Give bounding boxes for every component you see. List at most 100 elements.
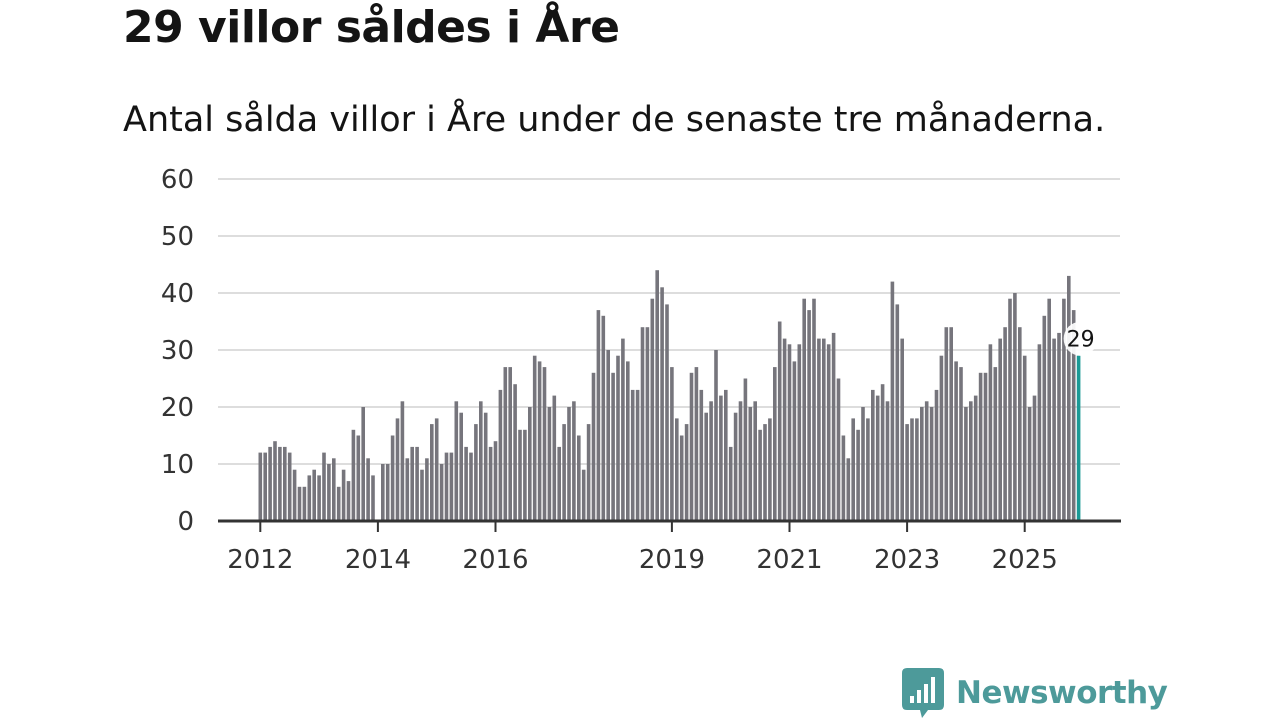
- bar: [694, 367, 699, 521]
- y-tick-label: 30: [161, 336, 194, 366]
- x-tick-label: 2012: [227, 545, 293, 575]
- bar: [910, 418, 914, 521]
- bar: [836, 378, 841, 521]
- bar: [969, 401, 973, 521]
- bar: [900, 338, 904, 521]
- chart-title: 29 villor såldes i Åre: [123, 2, 620, 53]
- bar: [586, 424, 591, 521]
- bar: [488, 446, 493, 521]
- bar: [356, 435, 361, 521]
- bar: [611, 372, 615, 521]
- bar: [856, 429, 860, 521]
- bar: [630, 389, 635, 521]
- bar: [302, 486, 307, 521]
- bar: [1047, 298, 1051, 521]
- bar: [797, 344, 802, 521]
- bar: [1032, 395, 1037, 521]
- bar: [562, 424, 566, 521]
- bar: [841, 435, 846, 521]
- y-tick-label: 40: [161, 279, 194, 309]
- bar: [944, 327, 949, 521]
- bar: [1008, 298, 1012, 521]
- bars: [258, 270, 1081, 521]
- bar: [415, 446, 419, 521]
- bar: [679, 435, 684, 521]
- bar: [572, 401, 576, 521]
- bar: [307, 475, 312, 521]
- x-tick-label: 2025: [992, 545, 1058, 575]
- bar: [513, 384, 517, 521]
- bar: [699, 389, 704, 521]
- x-tick-label: 2021: [756, 545, 822, 575]
- bar: [1062, 298, 1066, 521]
- bar: [542, 367, 547, 521]
- bar: [670, 367, 674, 521]
- bar: [895, 304, 900, 521]
- bar: [385, 464, 390, 521]
- bar: [675, 418, 679, 521]
- bar: [866, 418, 870, 521]
- chart-subtitle: Antal sålda villor i Åre under de senast…: [123, 100, 1106, 140]
- bar: [915, 418, 919, 521]
- bar: [332, 458, 336, 521]
- bar: [758, 429, 762, 521]
- newsworthy-logo[interactable]: Newsworthy: [902, 668, 1168, 718]
- bar: [929, 407, 934, 521]
- bar: [890, 281, 895, 521]
- bar: [263, 452, 267, 521]
- bar: [371, 475, 375, 521]
- bar: [616, 355, 620, 521]
- bar: [635, 389, 640, 521]
- bar: [807, 310, 811, 521]
- bar: [724, 389, 728, 521]
- bar: [581, 469, 586, 521]
- bar: [787, 344, 792, 521]
- bar: [621, 338, 625, 521]
- y-tick-label: 60: [161, 165, 194, 195]
- bar: [792, 361, 797, 521]
- bar: [322, 452, 326, 521]
- bar: [777, 321, 782, 521]
- bar: [817, 338, 821, 521]
- x-tick-label: 2016: [462, 545, 528, 575]
- bar: [577, 435, 581, 521]
- bar-highlighted: [1076, 355, 1081, 521]
- bar: [924, 401, 929, 521]
- bar: [704, 412, 708, 521]
- bar: [547, 407, 552, 521]
- bar: [567, 407, 571, 521]
- bar: [1042, 315, 1047, 521]
- bar: [733, 412, 738, 521]
- bar: [498, 389, 503, 521]
- bar: [684, 424, 689, 521]
- bar: [287, 452, 292, 521]
- bar: [973, 395, 978, 521]
- bar: [606, 350, 610, 521]
- bar: [1003, 327, 1007, 521]
- bar: [346, 481, 351, 521]
- bar: [361, 407, 365, 521]
- bar: [738, 401, 743, 521]
- bar: [1052, 338, 1056, 521]
- bar: [420, 469, 424, 521]
- bar: [464, 446, 468, 521]
- bar: [993, 367, 998, 521]
- bar: [753, 401, 757, 521]
- bar: [430, 424, 434, 521]
- bar: [381, 464, 385, 521]
- bar: [1018, 327, 1022, 521]
- bar: [1057, 332, 1061, 521]
- y-axis-ticks: 0 10 20 30 40 50 60: [161, 165, 194, 537]
- bar: [655, 270, 659, 521]
- bar: [400, 401, 405, 521]
- bar: [768, 418, 772, 521]
- bar: [317, 475, 321, 521]
- bar: [640, 327, 645, 521]
- bar: [831, 332, 836, 521]
- bar: [425, 458, 429, 521]
- bar: [934, 389, 939, 521]
- bar: [650, 298, 655, 521]
- bar: [880, 384, 885, 521]
- bar: [875, 395, 880, 521]
